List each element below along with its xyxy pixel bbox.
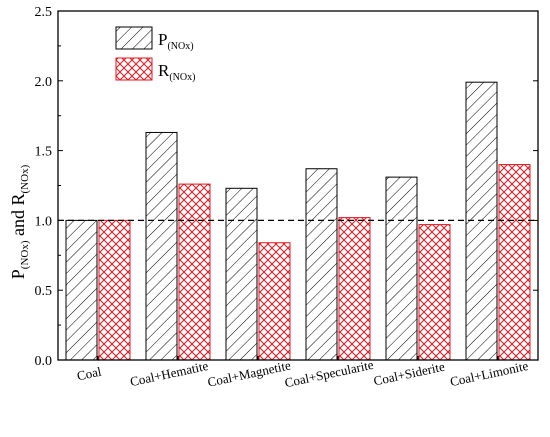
- bar-r: [498, 164, 531, 361]
- bar-r: [418, 224, 451, 361]
- y-tick-label: 0.0: [35, 354, 53, 369]
- bar-r: [178, 183, 211, 361]
- bar-p: [145, 131, 178, 361]
- x-category-label: Coal+Hematite: [129, 358, 210, 389]
- legend: P(NOx) R(NOx): [115, 26, 195, 83]
- plot-area: [58, 81, 538, 361]
- y-tick-label: 1.0: [35, 214, 53, 229]
- y-tick-label: 2.5: [35, 5, 53, 20]
- ylabel-p-sub: (NOx): [19, 240, 31, 269]
- ylabel-p: P: [8, 269, 28, 279]
- plot-frame: [57, 10, 539, 361]
- legend-swatch-p: [115, 26, 153, 50]
- x-category-label: Coal+Specularite: [283, 357, 375, 391]
- bar-p: [305, 168, 338, 361]
- y-tick-label: 0.5: [35, 284, 53, 299]
- bar-p: [65, 219, 98, 361]
- ylabel-r-sub: (NOx): [19, 164, 31, 193]
- x-category-label: Coal: [75, 364, 103, 384]
- legend-label-p: P(NOx): [158, 30, 194, 52]
- legend-label-r: R(NOx): [158, 61, 195, 83]
- y-axis: 0.0 0.5 1.0 1.5 2.0 2.5: [35, 5, 538, 369]
- x-axis: Coal Coal+HematiteCoal+MagnetiteCoal+Spec…: [75, 356, 530, 391]
- y-tick-label: 2.0: [35, 75, 53, 90]
- bar-r: [98, 219, 131, 361]
- y-tick-label: 1.5: [35, 145, 53, 160]
- legend-swatch-r: [115, 57, 153, 81]
- ylabel-and: and: [8, 206, 28, 241]
- ylabel-r: R: [8, 193, 28, 205]
- bar-p: [385, 176, 418, 361]
- bar-r: [338, 217, 371, 361]
- bar-p: [465, 81, 498, 361]
- bar-p: [225, 187, 258, 361]
- x-category-label: Coal+Siderite: [372, 359, 446, 389]
- x-category-label: Coal+Limonite: [449, 358, 530, 389]
- y-axis-label: P(NOx) and R(NOx): [8, 164, 31, 279]
- bar-r: [258, 242, 291, 361]
- x-category-label: Coal+Magnetite: [206, 357, 292, 389]
